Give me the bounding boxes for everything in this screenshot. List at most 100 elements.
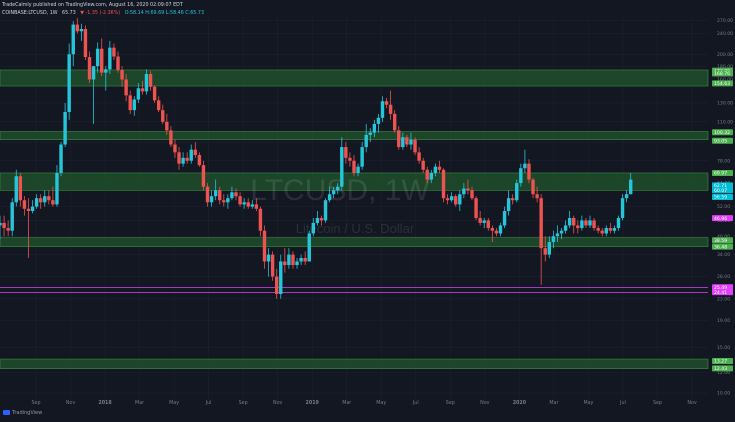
price-label-text: 12.43 (714, 366, 727, 372)
candle-body (205, 186, 210, 203)
candle-body (376, 117, 381, 124)
support-resistance-zone (0, 358, 709, 369)
candle-body (429, 172, 434, 180)
candle-body (193, 149, 198, 156)
candle-body (169, 130, 173, 145)
candle-body (470, 190, 474, 199)
candle-body (563, 225, 568, 231)
candle-body (283, 261, 287, 266)
candle-body (238, 196, 242, 205)
price-label-text: 69.97 (714, 171, 727, 177)
candle-body (409, 139, 413, 145)
candle-body (474, 198, 478, 219)
candle-body (458, 194, 462, 205)
price-label-tag (712, 215, 733, 222)
candle-body (26, 208, 31, 212)
candle-body (604, 228, 608, 234)
candle-body (311, 222, 316, 234)
brand-text: TradingView (12, 410, 43, 416)
candle-body (364, 134, 368, 148)
price-label-tag (712, 194, 733, 201)
candle-body (148, 73, 153, 87)
time-axis[interactable]: Sep Nov 2018 Mar May Jul Sep Nov 2019 Mar May Jul Se… (31, 400, 696, 406)
candle-body (616, 218, 621, 229)
symbol-label[interactable]: COINBASE:LTCUSD, 1W (2, 11, 58, 16)
candle-body (319, 218, 324, 221)
candle-body (242, 202, 246, 205)
candle-body (519, 168, 523, 184)
x-tick-label: May (376, 400, 386, 406)
candle-body (83, 29, 88, 58)
support-resistance-zones (0, 69, 709, 369)
candle-body (6, 228, 10, 231)
candle-body (279, 261, 283, 295)
candle-body (95, 48, 100, 67)
candle-body (43, 196, 47, 203)
price-labels: 173.00168.76154.63100.3293.0569.9762.716… (712, 67, 733, 372)
candle-body (323, 200, 328, 221)
price-label-text: 168.76 (714, 71, 730, 77)
ohlc-values: O:58.14 H:69.69 L:58.46 C:65.73 (124, 11, 204, 16)
candle-body (22, 200, 27, 209)
candle-body (254, 204, 259, 209)
y-tick-label: 19.00 (717, 318, 730, 324)
brand-footer[interactable]: TradingView (3, 410, 42, 416)
candle-body (262, 230, 267, 262)
y-tick-label: 23.00 (717, 296, 730, 302)
candle-body (543, 248, 547, 255)
candle-body (59, 144, 63, 173)
candle-body (128, 95, 132, 111)
y-tick-label: 200.00 (717, 52, 733, 58)
y-tick-label: 130.00 (717, 101, 733, 107)
y-tick-label: 78.00 (717, 158, 730, 164)
candle-body (441, 169, 446, 199)
candle-body (185, 157, 189, 161)
support-resistance-zone (0, 131, 709, 140)
candle-body (197, 155, 202, 166)
candle-body (368, 132, 372, 135)
candle-body (144, 73, 149, 92)
candle-body (51, 200, 55, 205)
candle-body (348, 157, 352, 161)
price-axis-background (709, 15, 735, 402)
candle-body (2, 222, 6, 229)
y-tick-label: 110.00 (717, 119, 733, 125)
candle-body (124, 79, 128, 96)
candle-body (608, 228, 613, 231)
price-label-tag (712, 80, 733, 87)
candle-body (67, 54, 71, 113)
candle-body (0, 222, 2, 226)
y-tick-label: 40.00 (717, 234, 730, 240)
x-tick-label: Mar (135, 400, 144, 406)
candle-body (209, 196, 214, 203)
candle-body (344, 147, 348, 158)
x-tick-label: Mar (342, 400, 351, 406)
candle-body (356, 166, 360, 173)
candle-body (584, 220, 588, 226)
candle-body (258, 208, 263, 231)
candle-body (18, 176, 23, 201)
x-tick-label: Nov (480, 400, 490, 406)
y-tick-label: 270.00 (717, 18, 733, 24)
candle-body (445, 198, 450, 201)
price-label-text: 60.07 (714, 188, 727, 194)
candle-body (136, 88, 141, 100)
candle-body (388, 104, 393, 114)
candle-body (340, 147, 344, 187)
candles (0, 18, 633, 299)
candle-body (287, 254, 291, 266)
candle-body (397, 130, 401, 148)
tradingview-logo-icon (3, 410, 10, 415)
candle-body (462, 188, 466, 195)
candle-body (71, 24, 75, 55)
x-tick-label: Sep (653, 400, 662, 406)
candle-body (392, 113, 397, 131)
x-tick-label: 2019 (306, 400, 320, 406)
x-tick-label: 2018 (98, 400, 112, 406)
price-change: ▼ -1.35 (-2.36%) (80, 11, 121, 16)
publisher-text: TradeCalmly published on TradingView.com… (2, 3, 183, 8)
candle-body (490, 228, 495, 231)
candle-body (433, 166, 438, 173)
y-tick-label: 160.00 (717, 77, 733, 83)
